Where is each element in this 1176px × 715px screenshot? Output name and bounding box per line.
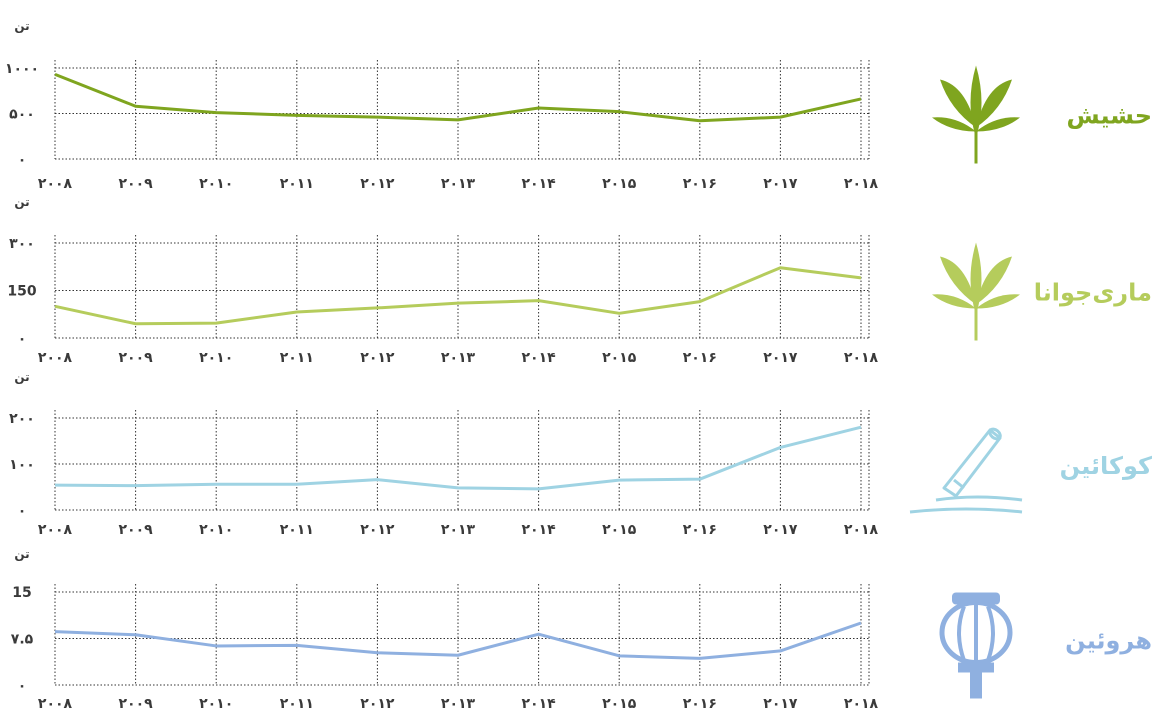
y-tick-label: ۰ [18,678,27,694]
x-tick-label: ۲۰۱۵ [602,522,637,538]
y-tick-label: ۲۰۰ [9,411,35,427]
unit-label: تن [14,19,29,33]
x-tick-label: ۲۰۰۹ [119,522,154,538]
x-tick-label: ۲۰۰۸ [38,350,73,366]
x-tick-label: ۲۰۱۳ [441,696,476,712]
x-tick-label: ۲۰۱۴ [522,176,557,192]
drug-name-label: هروئین [1065,627,1152,655]
x-tick-label: ۲۰۰۹ [119,696,154,712]
x-tick-label: ۲۰۱۴ [522,522,557,538]
x-tick-label: ۲۰۰۸ [38,176,73,192]
x-tick-label: ۲۰۱۳ [441,176,476,192]
drug-name-label: حشیش [1067,102,1152,130]
y-tick-label: 15 [12,585,31,601]
x-tick-label: ۲۰۱۷ [763,350,798,366]
y-tick-label: 150 [7,284,36,300]
x-tick-label: ۲۰۰۸ [38,522,73,538]
y-tick-label: ۰ [18,152,27,168]
x-tick-label: ۲۰۱۷ [763,176,798,192]
x-tick-label: ۲۰۱۱ [280,350,314,366]
x-tick-label: ۲۰۱۵ [602,696,637,712]
y-tick-label: ۳۰۰ [9,236,35,252]
series-line [55,427,861,489]
y-tick-label: ۷.۵ [11,632,34,648]
x-tick-label: ۲۰۱۸ [844,350,879,366]
hashish-leaf-icon [932,66,1020,164]
unit-label: تن [14,547,29,561]
chart-panel: تن ۰ ۵۰۰ ۱۰۰۰ ۲۰۰۸ ۲۰۰۹ ۲۰۱۰ ۲۰۱۱ ۲۰۱۲ ۲۰۱۳ ۲۰۱۴ ۲۰… [5,19,1152,192]
drug-name-label: ماری‌جوانا [1034,279,1152,307]
y-tick-label: ۰ [18,503,27,519]
x-tick-label: ۲۰۰۹ [119,176,154,192]
poppy-icon [942,593,1010,699]
x-tick-label: ۲۰۱۴ [522,350,557,366]
unit-label: تن [14,370,29,384]
x-tick-label: ۲۰۱۱ [280,176,314,192]
x-tick-label: ۲۰۱۰ [199,696,233,712]
x-tick-label: ۲۰۱۰ [199,522,233,538]
y-tick-label: ۱۰۰ [9,457,35,473]
marijuana-leaf-icon [932,243,1020,341]
x-tick-label: ۲۰۱۸ [844,176,879,192]
y-tick-label: ۱۰۰۰ [5,61,39,77]
x-tick-label: ۲۰۱۲ [360,696,395,712]
x-tick-label: ۲۰۱۷ [763,522,798,538]
chart-panel: تن ۰ ۷.۵ 15 ۲۰۰۸ ۲۰۰۹ ۲۰۱۰ ۲۰۱۱ ۲۰۱۲ ۲۰۱۳ ۲۰۱۴ ۲۰۱۵… [11,547,1152,712]
x-tick-label: ۲۰۱۸ [844,696,879,712]
x-tick-label: ۲۰۱۰ [199,176,233,192]
x-tick-label: ۲۰۱۱ [280,522,314,538]
x-tick-label: ۲۰۱۵ [602,176,637,192]
x-tick-label: ۲۰۱۶ [683,522,717,538]
x-tick-label: ۲۰۱۸ [844,522,879,538]
x-tick-label: ۲۰۱۴ [522,696,557,712]
drug-name-label: کوکائین [1060,452,1152,480]
y-tick-label: ۵۰۰ [9,107,35,123]
x-tick-label: ۲۰۰۸ [38,696,73,712]
x-tick-label: ۲۰۱۵ [602,350,637,366]
chart-panel: تن ۰ ۱۰۰ ۲۰۰ ۲۰۰۸ ۲۰۰۹ ۲۰۱۰ ۲۰۱۱ ۲۰۱۲ ۲۰۱۳ ۲۰۱۴ ۲۰۱… [9,370,1152,538]
x-tick-label: ۲۰۱۳ [441,522,476,538]
x-tick-label: ۲۰۱۶ [683,350,717,366]
y-tick-label: ۰ [18,331,27,347]
chart-panel: تن ۰ 150 ۳۰۰ ۲۰۰۸ ۲۰۰۹ ۲۰۱۰ ۲۰۱۱ ۲۰۱۲ ۲۰۱۳ ۲۰۱۴ ۲۰۱… [7,195,1152,366]
x-tick-label: ۲۰۱۲ [360,522,395,538]
unit-label: تن [14,195,29,209]
x-tick-label: ۲۰۱۲ [360,176,395,192]
cocaine-icon [910,427,1022,512]
x-tick-label: ۲۰۱۲ [360,350,395,366]
x-tick-label: ۲۰۱۰ [199,350,233,366]
x-tick-label: ۲۰۰۹ [119,350,154,366]
x-tick-label: ۲۰۱۳ [441,350,476,366]
x-tick-label: ۲۰۱۶ [683,176,717,192]
x-tick-label: ۲۰۱۶ [683,696,717,712]
x-tick-label: ۲۰۱۷ [763,696,798,712]
x-tick-label: ۲۰۱۱ [280,696,314,712]
